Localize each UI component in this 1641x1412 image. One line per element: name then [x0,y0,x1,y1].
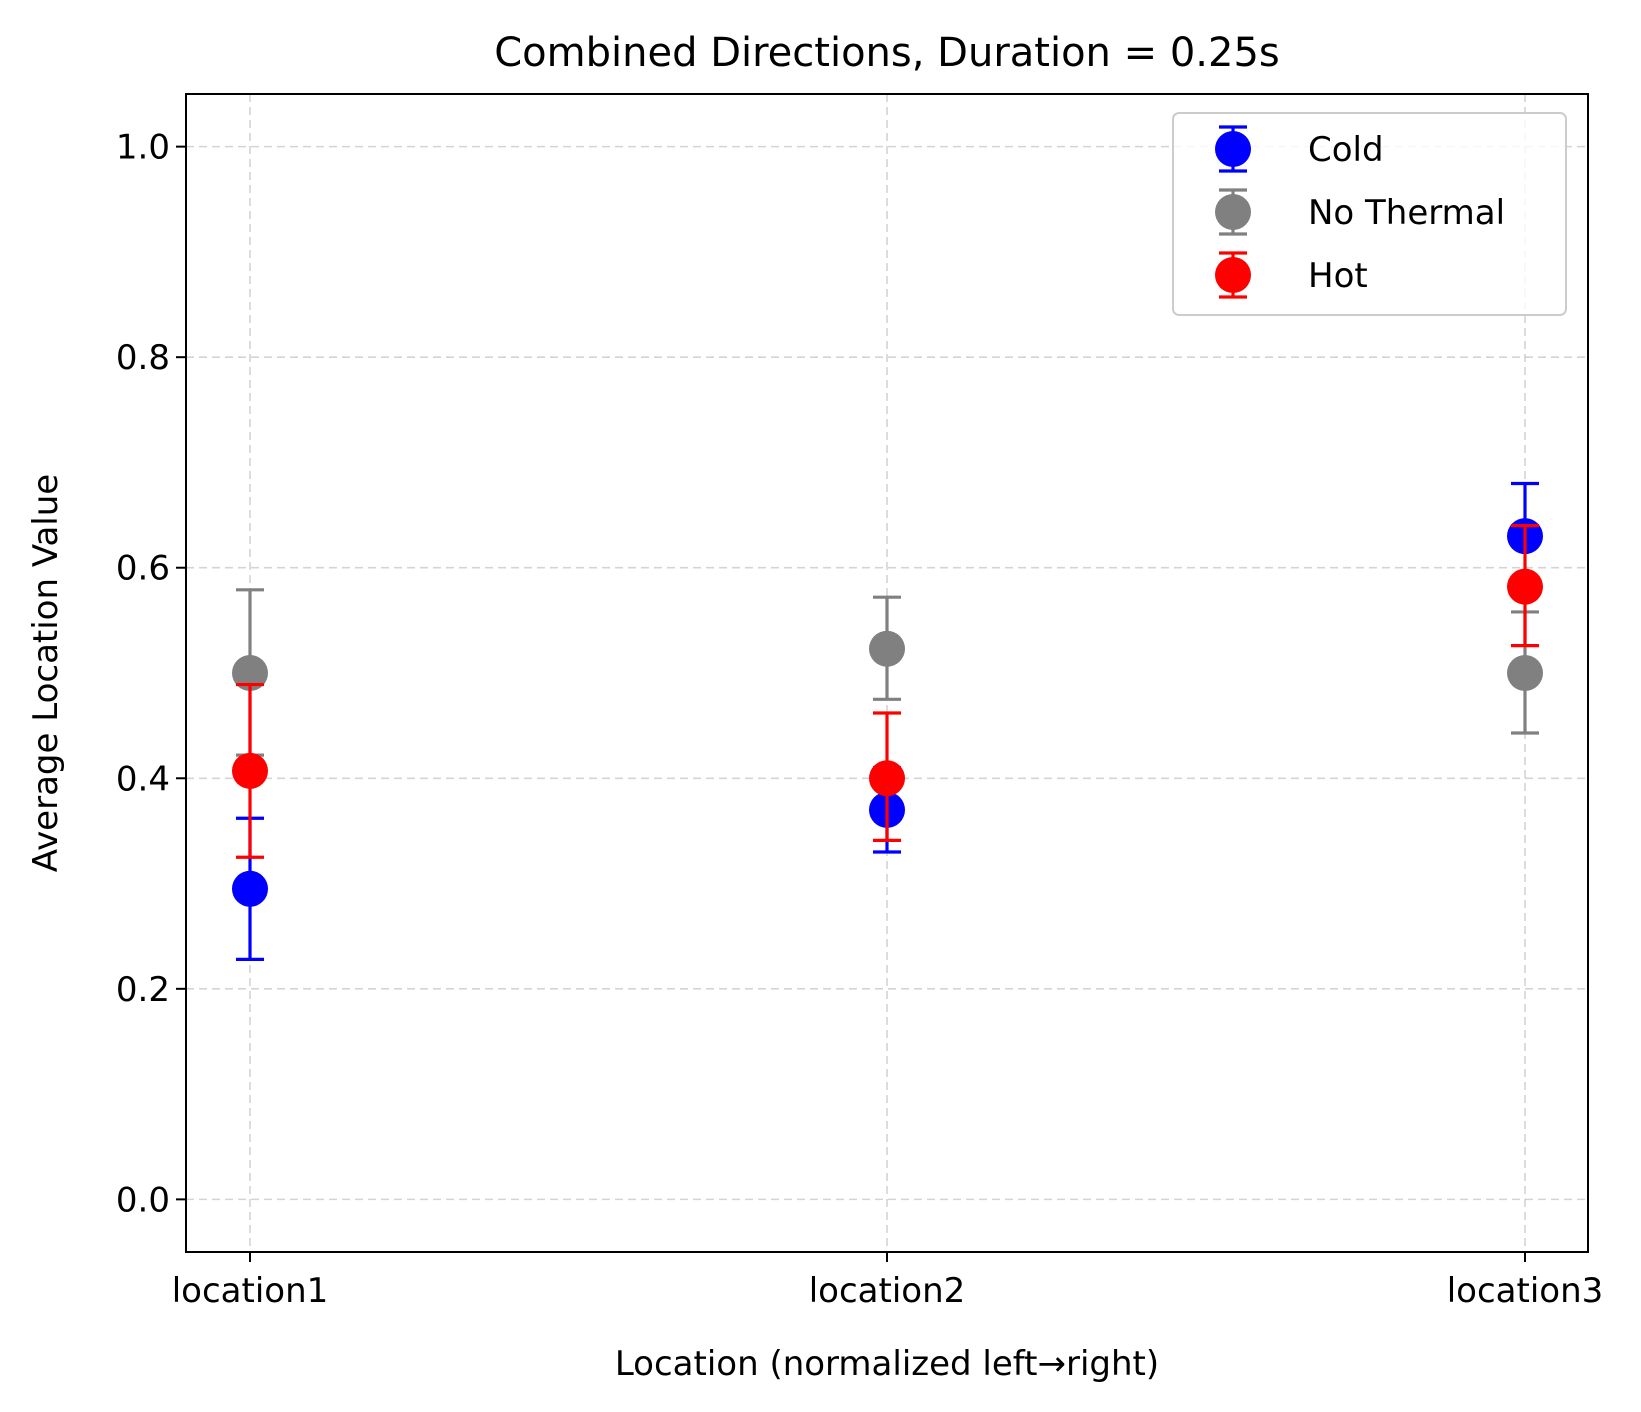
legend-box [1172,112,1567,316]
x-tick-label: location2 [809,1271,966,1311]
legend-marker-no-thermal [1215,194,1251,230]
x-tick-label: location1 [172,1271,329,1311]
chart-title: Combined Directions, Duration = 0.25s [494,30,1280,76]
legend-entry-cold: Cold [1215,125,1384,173]
data-point-cold [232,870,268,907]
data-point-hot [1507,568,1543,605]
legend-marker-cold [1215,131,1251,167]
legend: Cold No Thermal Hot [1172,112,1567,316]
axis-ticks: 0.0 0.2 0.4 0.6 0.8 1.0 location1 location2 loca… [116,128,1603,1311]
y-tick-label: 0.6 [116,549,170,589]
y-axis-label: Average Location Value [26,474,66,872]
data-point-no-thermal [232,655,268,691]
y-tick-label: 0.8 [116,338,170,378]
series-hot [232,524,1543,859]
data-point-no-thermal [869,630,905,667]
data-series [232,481,1543,961]
legend-entries: Cold No Thermal Hot [1215,125,1505,299]
x-tick-label: location3 [1447,1271,1604,1311]
data-point-no-thermal [1507,655,1543,691]
legend-label-cold: Cold [1308,130,1384,170]
x-axis-label: Location (normalized left→right) [615,1344,1159,1384]
legend-label-no-thermal: No Thermal [1308,193,1505,233]
legend-marker-hot [1215,257,1251,293]
series-no-thermal [232,588,1543,757]
y-tick-label: 0.4 [116,759,170,799]
y-tick-label: 0.0 [116,1180,170,1220]
data-point-hot [869,760,905,797]
y-tick-label: 0.2 [116,970,170,1010]
legend-entry-no-thermal: No Thermal [1215,188,1505,236]
data-point-hot [232,752,268,789]
legend-label-hot: Hot [1308,256,1368,296]
y-tick-label: 1.0 [116,128,170,168]
legend-entry-hot: Hot [1215,251,1368,299]
